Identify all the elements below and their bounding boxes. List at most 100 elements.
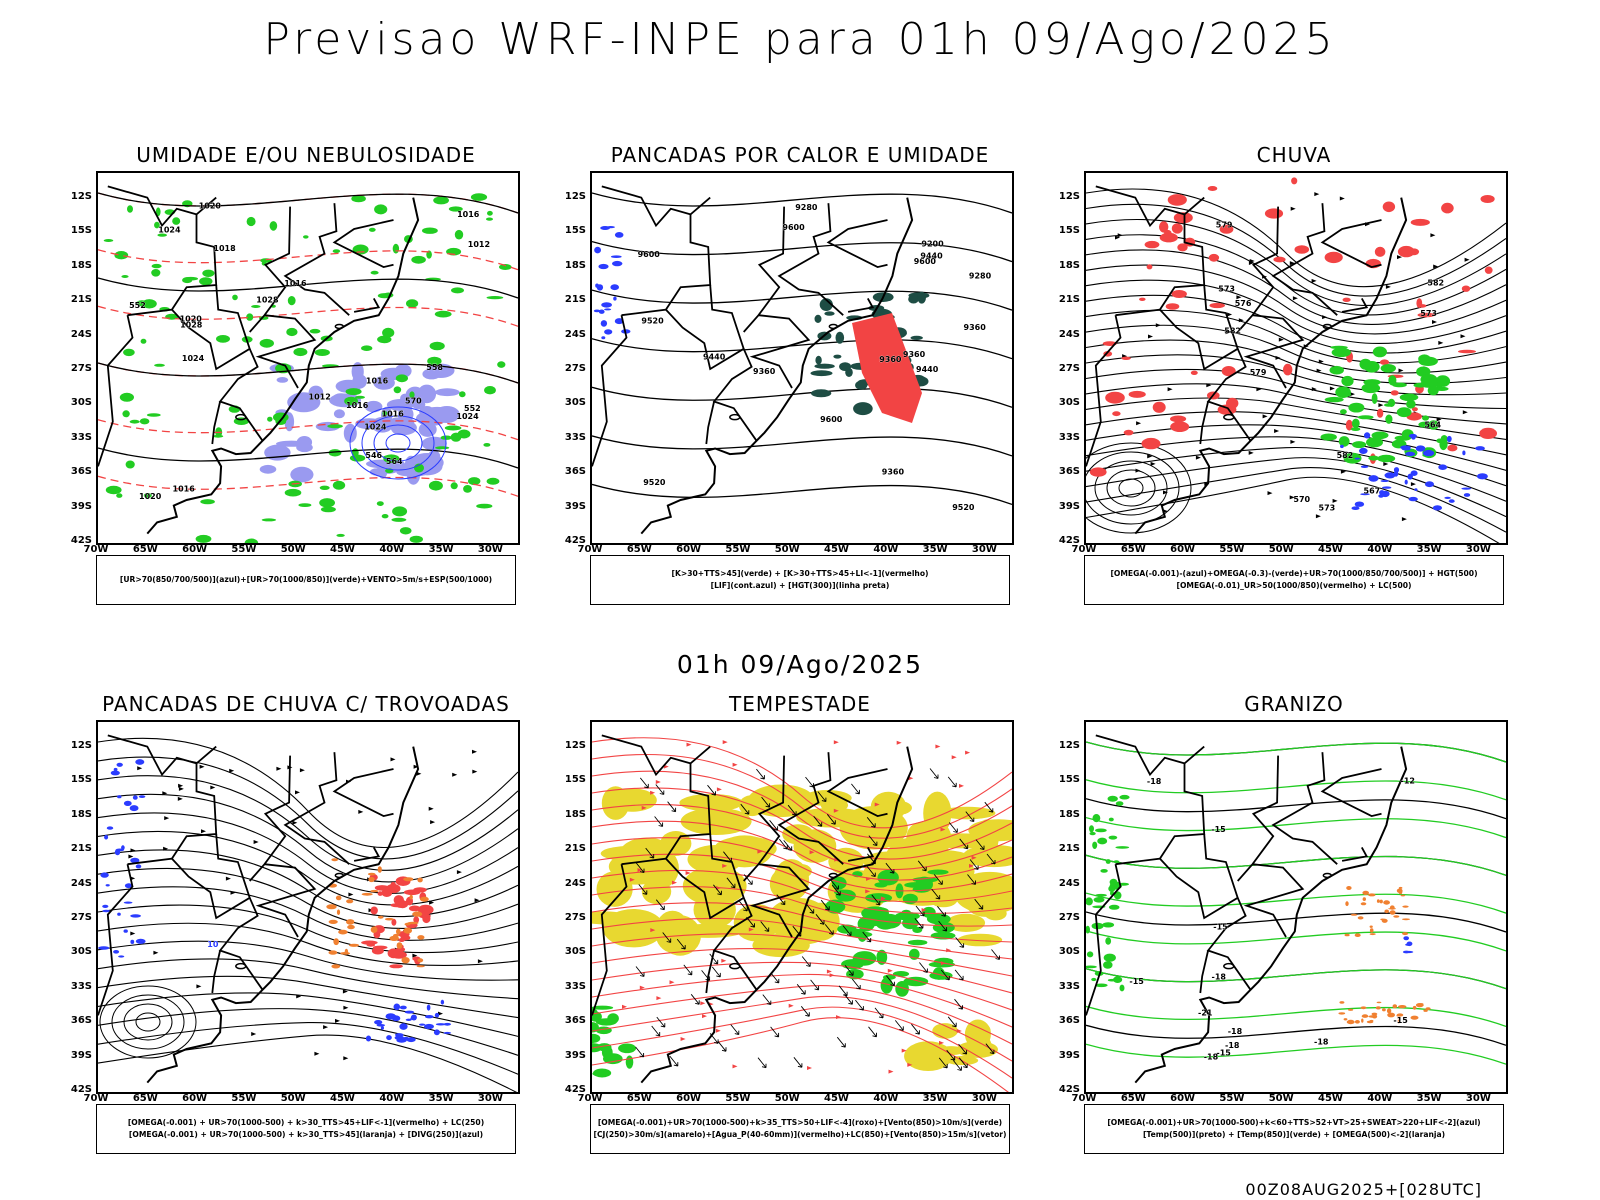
shaded-cell — [610, 255, 622, 258]
shaded-cell — [129, 419, 140, 424]
arrow-head — [474, 898, 480, 903]
lat-tick-label: 12S — [564, 740, 586, 751]
panel-title: PANCADAS POR CALOR E UMIDADE — [610, 143, 990, 167]
shaded-cell — [1422, 415, 1429, 421]
shaded-cell — [417, 877, 423, 883]
shaded-cell — [1379, 490, 1385, 496]
shaded-cell — [1144, 240, 1160, 249]
arrow-head — [1148, 334, 1153, 339]
arrow-head — [1436, 417, 1442, 422]
contour — [1094, 460, 1168, 516]
shaded-cell — [1350, 913, 1358, 916]
shaded-cell — [381, 514, 389, 519]
shaded-cell — [1107, 795, 1118, 802]
shaded-cell — [103, 239, 114, 242]
shaded-cell — [1170, 415, 1187, 423]
map-pancadas-calor: 9600 9600 9600 9600 9520 9520 9440 9520 9440 9360… — [590, 171, 1014, 545]
lat-tick-label: 30S — [1058, 946, 1080, 958]
arrow-head — [732, 762, 738, 767]
shaded-cell — [102, 909, 111, 913]
wind-vector — [761, 796, 771, 808]
lon-tick-label: 55W — [231, 1093, 257, 1104]
arrow-head — [1236, 295, 1242, 300]
lake — [1223, 962, 1235, 970]
shaded-cell — [1385, 414, 1393, 424]
shaded-cell — [592, 1033, 601, 1043]
contour — [135, 1012, 161, 1032]
basemap — [1086, 734, 1408, 1084]
wind-vector — [917, 860, 927, 872]
wind-vector — [844, 994, 853, 1005]
lat-tick-label: 33S — [564, 980, 586, 992]
map-trovoadas: 10 — [96, 720, 520, 1094]
shaded-cell — [1410, 218, 1430, 226]
arrow-head — [833, 808, 839, 813]
shaded-cell — [1108, 904, 1120, 910]
arrow-head — [130, 848, 136, 853]
lon-tick-label: 35W — [428, 544, 454, 555]
shaded-cell — [102, 904, 109, 908]
arrow-head — [1398, 368, 1404, 373]
arrow-head — [1167, 387, 1173, 392]
arrow-head — [685, 871, 691, 875]
arrow-head — [1290, 206, 1296, 211]
isoline — [98, 249, 518, 271]
shaded-cell — [1344, 933, 1350, 937]
wind-vector — [726, 877, 736, 889]
lat-tick-label: 42S — [70, 535, 92, 546]
streamline — [592, 737, 1012, 829]
shaded-cell — [814, 314, 822, 323]
shaded-cell — [417, 904, 434, 915]
contour — [373, 424, 423, 462]
shaded-cell — [348, 943, 360, 947]
shaded-cell — [1376, 408, 1384, 418]
wind-vector — [885, 862, 895, 874]
panel-trovoadas: PANCADAS DE CHUVA C/ TROVOADAS 12S 15S 18S… — [56, 692, 556, 1162]
shaded-cell — [397, 900, 409, 909]
shaded-cell — [140, 338, 147, 344]
isoline — [592, 386, 1012, 408]
arrow-head — [1316, 368, 1322, 373]
shaded-cell — [200, 499, 215, 505]
island — [1322, 872, 1333, 879]
shaded-cell — [123, 800, 132, 806]
arrow-head — [907, 1062, 913, 1067]
border-line — [705, 401, 715, 445]
arrow-head — [650, 928, 656, 933]
streamline — [98, 867, 518, 929]
arrow-head — [637, 868, 643, 872]
streamline — [98, 975, 518, 1019]
shaded-cell — [601, 302, 612, 308]
lon-tick-label: 65W — [626, 544, 652, 555]
shaded-cell — [123, 901, 133, 904]
streamline — [592, 985, 1012, 1045]
contour-labels: 1016102010241016101610161018102810201024… — [129, 201, 490, 501]
shaded-cell — [328, 950, 338, 955]
shaded-cell — [399, 1005, 407, 1010]
shaded-cell — [333, 938, 339, 946]
shaded-cell — [906, 821, 938, 854]
border-line — [1086, 864, 1122, 1016]
shaded-cell — [1123, 429, 1134, 436]
shaded-cell — [117, 795, 122, 799]
streamline — [592, 787, 1012, 860]
arrow-head — [1262, 414, 1268, 419]
arrow-head — [887, 968, 893, 973]
wind-vector — [654, 816, 664, 827]
shaded-cell — [331, 858, 338, 862]
shaded-cell — [1361, 1014, 1369, 1018]
arrow-head — [163, 846, 169, 851]
shaded-cell — [135, 759, 145, 765]
border-line — [601, 185, 711, 228]
legend-line: [UR>70(850/700/500)](azul)+[UR>70(1000/8… — [119, 575, 493, 584]
wind-vector — [800, 1006, 810, 1017]
shaded-cell — [199, 277, 213, 286]
arrow-head — [866, 876, 871, 881]
shaded-cell — [172, 217, 181, 225]
shaded-cell — [1480, 195, 1495, 203]
wind-vector — [639, 777, 649, 789]
isoline — [1086, 854, 1506, 876]
shaded-cell — [853, 402, 873, 416]
arrow-head — [477, 959, 483, 964]
arrow-head — [1314, 192, 1320, 197]
